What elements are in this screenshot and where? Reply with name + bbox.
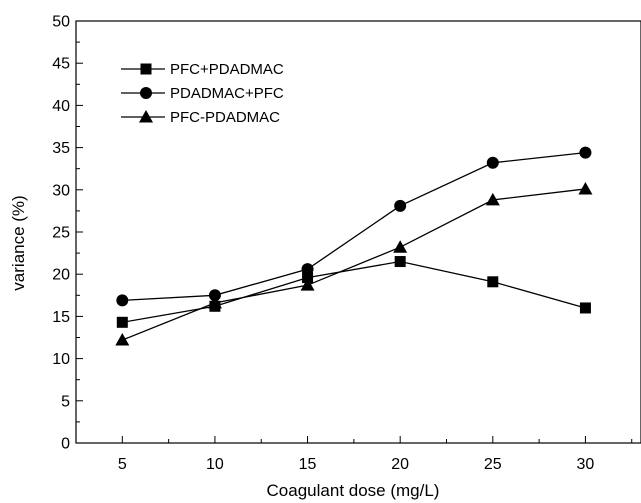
data-point-triangle <box>393 240 408 253</box>
data-point-circle <box>116 294 129 307</box>
legend-label: PFC+PDADMAC <box>170 61 284 78</box>
data-point-triangle <box>485 192 500 206</box>
x-axis-title: Coagulant dose (mg/L) <box>267 481 440 500</box>
data-point-circle <box>394 199 407 212</box>
data-point-square <box>302 272 314 284</box>
y-tick-label: 35 <box>52 140 70 157</box>
x-tick-label: 5 <box>118 456 127 473</box>
data-point-triangle <box>115 333 130 346</box>
legend: PFC+PDADMAC PDADMAC+PFC PFC-PDADMAC <box>121 61 284 126</box>
series-triangle <box>115 181 593 346</box>
legend-marker-triangle <box>139 110 153 123</box>
y-tick-label: 15 <box>52 309 70 326</box>
series-circle <box>116 146 592 307</box>
y-tick-label: 40 <box>52 98 70 115</box>
legend-entry: PDADMAC+PFC <box>121 85 284 102</box>
series-layer <box>115 146 593 346</box>
data-point-circle <box>208 289 221 302</box>
plot-frame <box>75 20 641 444</box>
data-point-square <box>487 276 499 288</box>
x-tick-label: 30 <box>577 456 595 473</box>
y-tick-label: 30 <box>52 182 70 199</box>
y-tick-label: 50 <box>52 14 70 31</box>
data-point-square <box>394 256 406 268</box>
y-tick-label: 0 <box>61 436 70 453</box>
data-point-triangle <box>207 295 222 309</box>
legend-label: PDADMAC+PFC <box>170 85 284 102</box>
series-line <box>122 188 586 341</box>
legend-label: PFC-PDADMAC <box>170 109 280 126</box>
y-axis-tick-labels: 0 5 10 15 20 25 30 35 40 45 50 <box>52 14 70 453</box>
data-point-circle <box>301 263 314 276</box>
x-tick-label: 15 <box>299 456 317 473</box>
series-line <box>122 152 586 302</box>
data-point-triangle <box>300 278 315 291</box>
y-axis-title: variance (%) <box>9 195 28 290</box>
y-tick-label: 5 <box>61 393 70 410</box>
legend-entry: PFC+PDADMAC <box>121 61 284 78</box>
y-tick-label: 20 <box>52 267 70 284</box>
y-axis-ticks <box>76 20 83 444</box>
x-tick-label: 20 <box>391 456 409 473</box>
data-point-square <box>116 316 128 328</box>
data-point-triangle <box>578 181 593 195</box>
x-axis-ticks <box>75 436 633 443</box>
legend-marker-square <box>140 63 152 75</box>
data-point-square <box>579 302 591 314</box>
x-axis-tick-labels: 5 10 15 20 25 30 <box>118 456 595 473</box>
legend-entry: PFC-PDADMAC <box>121 109 280 126</box>
x-tick-label: 10 <box>206 456 224 473</box>
y-tick-label: 45 <box>52 56 70 73</box>
x-tick-label: 25 <box>484 456 502 473</box>
y-tick-label: 10 <box>52 351 70 368</box>
y-tick-label: 25 <box>52 225 70 242</box>
legend-marker-circle <box>140 87 152 99</box>
data-point-circle <box>579 146 592 159</box>
data-point-circle <box>486 156 499 169</box>
